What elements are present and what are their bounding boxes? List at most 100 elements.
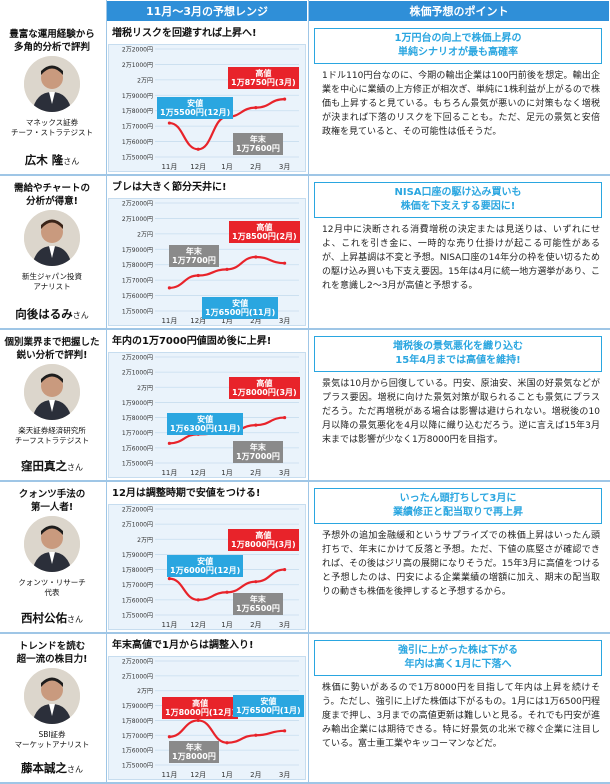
chart-svg: 2万2000円 2万1000円 2万円 1万9000円 1万8000円 1万7000円 1万… [122, 659, 299, 779]
analyst-profile: トレンドを読む 超一流の株目力! SBI証券 マーケットアナリスト 藤本誠之さん [0, 636, 104, 782]
point-body: 1ドル110円台なのに、今期の輸出企業は100円前後を想定。輸出企業を中心に業績… [322, 71, 600, 137]
forecast-point [167, 286, 171, 290]
y-tick-label: 1万6000円 [122, 139, 153, 146]
analyst-row: 需給やチャートの 分析が得意! 新生ジャパン投資 アナリスト 向後はるみさん ブレは大… [0, 178, 610, 330]
forecast-point-panel: いったん頭打ちして3月に 業績修正と配当取りで再上昇予想外の追加金融緩和というサ… [310, 486, 608, 599]
y-tick-label: 2万1000円 [122, 370, 153, 377]
x-tick-label: 11月 [161, 621, 177, 629]
x-tick-label: 12月 [190, 621, 206, 629]
y-tick-label: 1万9000円 [122, 93, 153, 100]
x-tick-label: 1月 [221, 771, 232, 779]
x-tick-label: 1月 [221, 317, 232, 325]
y-tick-label: 2万円 [137, 537, 153, 544]
analyst-name-text: 窪田真之 [21, 459, 67, 473]
y-tick-label: 1万5000円 [122, 155, 153, 162]
forecast-chart: 年内の1万7000円値固め後に上昇! 2万2000円 2万1000円 2万円 1万900… [108, 334, 306, 480]
analyst-name-text: 西村公佑 [21, 611, 67, 625]
y-tick-label: 2万円 [137, 77, 153, 84]
forecast-chart: 年末高値で1月からは調整入り! 2万2000円 2万1000円 2万円 1万9000円 1… [108, 638, 306, 782]
y-tick-label: 2万円 [137, 385, 153, 392]
analyst-affiliation: SBI証券 マーケットアナリスト [14, 730, 90, 749]
x-tick-label: 11月 [161, 771, 177, 779]
chart-title: 増税リスクを回避すれば上昇へ! [112, 28, 257, 39]
analyst-intro: 豊富な運用経験から 多角的分析で評判 [9, 29, 95, 53]
high-label: 高値 1万8000円(3月) [229, 377, 300, 399]
forecast-point [283, 729, 287, 733]
y-tick-label: 1万5000円 [122, 309, 153, 316]
y-tick-label: 1万9000円 [122, 247, 153, 254]
low-label: 安値 1万6500円(1月) [233, 695, 304, 717]
analyst-photo [24, 668, 80, 724]
analyst-name: 西村公佑さん [0, 610, 104, 626]
analyst-row: 豊富な運用経験から 多角的分析で評判マネックス証券 チーフ・ストラテジスト 広木 … [0, 24, 610, 176]
chart-plot-area: 2万2000円 2万1000円 2万円 1万9000円 1万8000円 1万7000円 1万… [108, 352, 306, 478]
analyst-photo [24, 56, 80, 112]
chart-title: 年末高値で1月からは調整入り! [112, 640, 254, 651]
honorific: さん [67, 463, 83, 472]
yearend-label: 年末 1万7700円 [169, 245, 219, 267]
portrait-icon [24, 56, 80, 112]
y-tick-label: 1万7000円 [122, 124, 153, 131]
point-headline: 強引に上がった株は下がる 年内は高く1月に下落へ [314, 640, 602, 676]
forecast-point [225, 741, 229, 745]
analyst-profile: クォンツ手法の 第一人者! クォンツ・リサーチ 代表 西村公佑さん [0, 484, 104, 632]
analyst-intro: 個別業界まで把握した 鋭い分析で評判! [4, 337, 100, 361]
portrait-icon [24, 668, 80, 724]
forecast-point-panel: 増税後の景気悪化を織り込む 15年4月までは高値を維持! 景気は10月から回復して… [310, 334, 608, 447]
y-tick-label: 1万5000円 [122, 763, 153, 770]
low-label: 安値 1万6300円(11月) [167, 413, 244, 435]
portrait-icon [24, 210, 80, 266]
x-tick-label: 3月 [279, 163, 290, 171]
chart-plot-area: 2万2000円 2万1000円 2万円 1万9000円 1万8000円 1万7000円 1万… [108, 504, 306, 630]
analyst-name-text: 藤本誠之 [21, 761, 67, 775]
y-tick-label: 2万円 [137, 231, 153, 238]
y-tick-label: 1万7000円 [122, 430, 153, 437]
analyst-intro: クォンツ手法の 第一人者! [18, 489, 86, 513]
forecast-point [254, 423, 258, 427]
forecast-point [254, 106, 258, 110]
forecast-point [254, 255, 258, 259]
chart-title: ブレは大きく節分天井に! [112, 182, 227, 193]
y-tick-label: 1万7000円 [122, 278, 153, 285]
low-label: 安値 1万6500円(11月) [202, 297, 279, 319]
forecast-point [283, 415, 287, 420]
y-tick-label: 2万円 [137, 688, 153, 695]
analyst-name: 広木 隆さん [0, 152, 104, 168]
portrait-icon [24, 516, 80, 572]
forecast-point [196, 147, 200, 151]
forecast-point [254, 733, 258, 737]
y-tick-label: 2万2000円 [122, 507, 153, 514]
x-tick-label: 11月 [161, 469, 177, 477]
high-label: 高値 1万8750円(3月) [228, 67, 299, 89]
honorific: さん [67, 615, 83, 624]
x-tick-label: 2月 [250, 771, 261, 779]
analyst-photo [24, 516, 80, 572]
forecast-line [169, 719, 285, 744]
point-body: 予想外の追加金融緩和というサプライズでの株価上昇はいったん頭打ちで、年末にかけて… [322, 531, 600, 597]
point-headline: いったん頭打ちして3月に 業績修正と配当取りで再上昇 [314, 488, 602, 524]
y-tick-label: 2万2000円 [122, 47, 153, 54]
y-tick-label: 2万1000円 [122, 62, 153, 69]
analyst-row: トレンドを読む 超一流の株目力! SBI証券 マーケットアナリスト 藤本誠之さん 年末… [0, 636, 610, 784]
y-tick-label: 1万5000円 [122, 613, 153, 620]
low-label: 安値 1万5500円(12月) [157, 97, 234, 119]
y-tick-label: 1万6000円 [122, 597, 153, 604]
y-tick-label: 1万8000円 [122, 108, 153, 115]
x-tick-label: 1月 [221, 621, 232, 629]
high-label: 高値 1万8000円(12月) [162, 697, 239, 719]
y-tick-label: 1万7000円 [122, 733, 153, 740]
y-tick-label: 2万2000円 [122, 355, 153, 362]
analyst-affiliation: マネックス証券 チーフ・ストラテジスト [10, 118, 94, 137]
point-body: 株価に勢いがあるので1万8000円を目指して年内は上昇を続けそう。ただし、強引に… [322, 683, 600, 749]
forecast-point-panel: NISA口座の駆け込み買いも 株価を下支えする要因に! 12月中に決断される消費増… [310, 180, 608, 293]
forecast-point [196, 273, 200, 278]
x-tick-label: 12月 [190, 163, 206, 171]
x-tick-label: 2月 [250, 469, 261, 477]
forecast-point [283, 567, 287, 572]
point-body: 景気は10月から回復している。円安、原油安、米国の好景気などがプラス要因。増税に… [322, 379, 600, 445]
x-tick-label: 2月 [250, 317, 261, 325]
x-tick-label: 2月 [250, 621, 261, 629]
forecast-chart: 12月は調整時期で安値をつける! 2万2000円 2万1000円 2万円 1万9000円… [108, 486, 306, 632]
analyst-name: 藤本誠之さん [0, 760, 104, 776]
